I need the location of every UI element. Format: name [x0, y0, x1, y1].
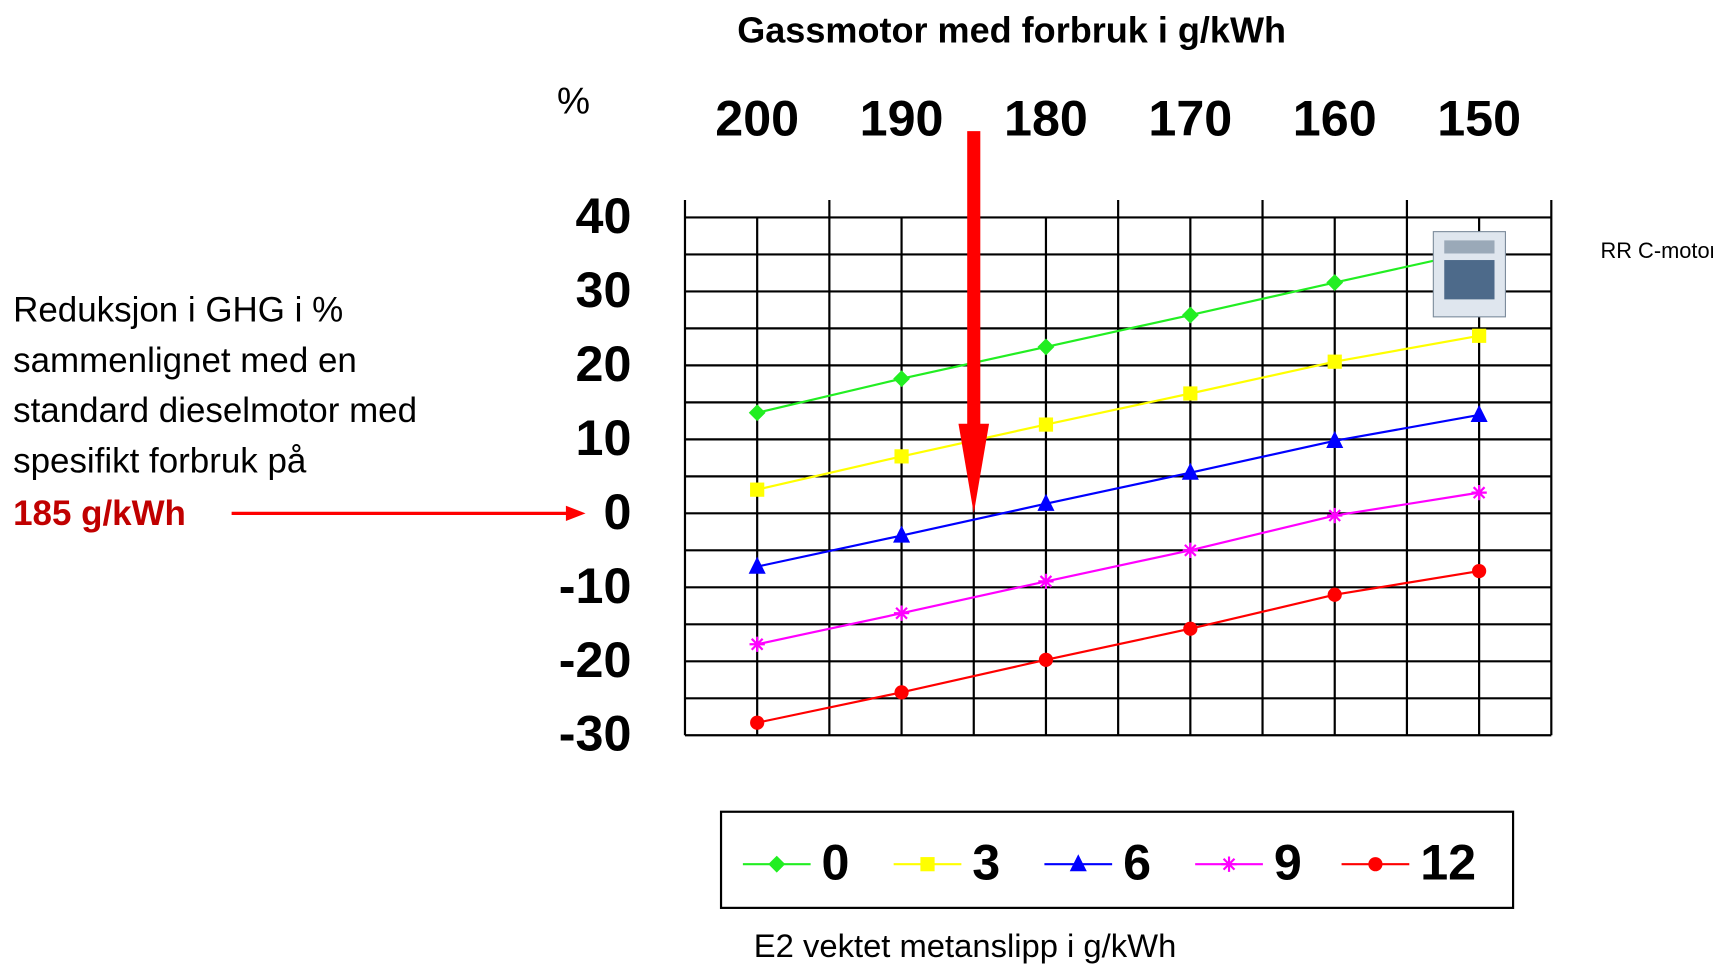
engine-image	[1432, 231, 1506, 318]
marker	[1326, 430, 1344, 448]
marker	[748, 556, 766, 574]
series-line	[756, 249, 1480, 414]
marker	[1471, 484, 1487, 501]
x-tick-label: 150	[1437, 91, 1521, 147]
marker	[1183, 621, 1198, 636]
marker	[1326, 274, 1344, 291]
annotation-line: Reduksjon i GHG i %	[13, 291, 343, 330]
legend-box	[719, 810, 1515, 909]
marker	[750, 482, 765, 497]
annotation-line: standard dieselmotor med	[13, 391, 417, 430]
series-line	[756, 569, 1480, 724]
marker	[1327, 587, 1342, 602]
x-tick-label: 190	[860, 91, 944, 147]
y-tick-label: 40	[576, 188, 632, 244]
marker	[893, 370, 910, 388]
y-tick-label: -30	[559, 706, 632, 762]
annotation-highlight: 185 g/kWh	[13, 494, 186, 533]
legend-title: E2 vektet metanslipp i g/kWh	[754, 927, 1177, 964]
annotation-line: spesifikt forbruk på	[13, 441, 307, 480]
annotation-line: sammenlignet med en	[13, 341, 357, 380]
engine-detail	[1444, 260, 1495, 300]
marker	[1368, 857, 1383, 872]
marker	[1327, 354, 1342, 369]
y-tick-label: 30	[576, 262, 632, 318]
y-tick-label: 0	[603, 484, 631, 540]
marker	[894, 685, 909, 700]
marker	[750, 715, 765, 730]
marker	[749, 636, 765, 652]
marker	[1182, 542, 1198, 558]
annotation-arrow-head	[565, 505, 586, 521]
marker	[1327, 507, 1343, 524]
y-axis-label: %	[557, 80, 590, 122]
marker	[1038, 573, 1054, 590]
marker	[1037, 493, 1055, 511]
legend-label: 12	[1420, 835, 1476, 891]
y-tick-label: 10	[576, 410, 632, 466]
engine-top	[1444, 240, 1495, 254]
marker	[1037, 338, 1055, 356]
reference-arrow-head	[958, 423, 990, 514]
marker	[1183, 386, 1198, 401]
marker	[920, 857, 935, 872]
marker	[748, 404, 766, 422]
marker	[893, 605, 910, 621]
chart-title: Gassmotor med forbruk i g/kWh	[737, 9, 1286, 50]
x-tick-label: 170	[1148, 91, 1232, 147]
y-tick-label: -10	[559, 558, 632, 614]
marker	[1038, 652, 1054, 667]
legend-label: 6	[1123, 835, 1151, 891]
grid	[683, 199, 1553, 737]
marker	[1472, 328, 1487, 343]
marker	[1181, 462, 1199, 480]
legend-label: 3	[972, 835, 1000, 891]
series-line	[756, 334, 1480, 491]
marker	[1221, 856, 1237, 872]
x-tick-label: 180	[1004, 91, 1088, 147]
marker	[1069, 854, 1087, 872]
marker	[893, 525, 911, 543]
marker	[1181, 306, 1199, 324]
marker	[1038, 417, 1054, 432]
y-tick-label: -20	[559, 632, 632, 688]
image-label: RR C-motor	[1600, 238, 1713, 263]
legend-label: 9	[1274, 835, 1302, 891]
marker	[1472, 563, 1487, 579]
legend-label: 0	[822, 835, 850, 891]
marker	[768, 855, 786, 873]
series-line	[756, 491, 1480, 646]
marker	[1470, 404, 1488, 423]
series-line	[756, 413, 1480, 568]
x-tick-label: 160	[1293, 91, 1377, 147]
reference-arrow-shaft	[967, 131, 981, 426]
marker	[894, 449, 909, 464]
x-tick-label: 200	[715, 91, 799, 147]
y-tick-label: 20	[576, 336, 632, 392]
